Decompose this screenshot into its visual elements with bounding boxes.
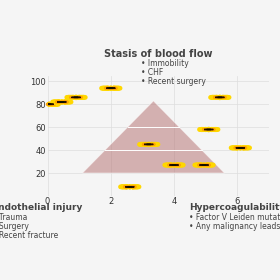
- Text: • Trauma: • Trauma: [0, 213, 28, 222]
- Text: • Immobility: • Immobility: [141, 59, 188, 68]
- Text: • Recent surgery: • Recent surgery: [141, 77, 205, 86]
- Text: Hypercoagulability: Hypercoagulability: [189, 203, 280, 212]
- Circle shape: [204, 129, 213, 130]
- Text: • Surgery: • Surgery: [0, 222, 29, 231]
- Text: • Factor V Leiden mutation: • Factor V Leiden mutation: [189, 213, 280, 222]
- Text: • Any malignancy leads to DVT: • Any malignancy leads to DVT: [189, 222, 280, 231]
- Polygon shape: [82, 101, 225, 173]
- Text: • CHF: • CHF: [141, 68, 163, 77]
- Text: Stasis of blood flow: Stasis of blood flow: [104, 49, 213, 59]
- Text: Endothelial injury: Endothelial injury: [0, 203, 83, 212]
- Text: • Recent fracture: • Recent fracture: [0, 231, 59, 240]
